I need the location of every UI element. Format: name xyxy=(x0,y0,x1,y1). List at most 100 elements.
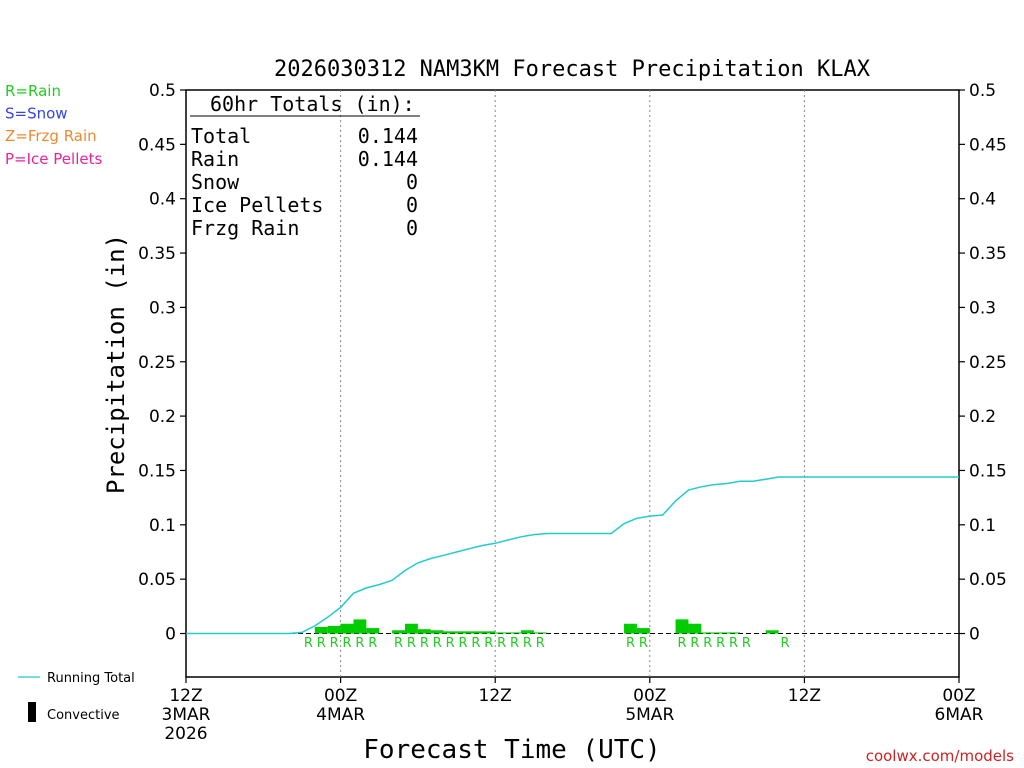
precip-type-legend: R=Rain S=Snow Z=Frzg Rain P=Ice Pellets xyxy=(5,82,102,168)
x-tick-label: 00Z xyxy=(324,686,357,706)
precip-type-label: R xyxy=(497,636,506,651)
precip-bar xyxy=(482,631,496,634)
precip-type-label: R xyxy=(471,636,480,651)
y-tick-label-right: 0.05 xyxy=(969,570,1007,590)
y-axis-ticks: 0 00.05 0.050.1 0.10.15 0.150.2 0.20.25 0.250.… xyxy=(138,81,1007,645)
precip-type-label: R xyxy=(433,636,442,651)
precip-bar xyxy=(327,625,341,634)
y-tick-label-right: 0.25 xyxy=(969,353,1007,373)
x-axis-label: Forecast Time (UTC) xyxy=(363,735,660,765)
precip-type-label: R xyxy=(407,636,416,651)
x-tick-label: 00Z xyxy=(942,686,975,706)
precip-bar xyxy=(366,628,380,634)
watermark: coolwx.com/models xyxy=(866,747,1014,765)
totals-heading: 60hr Totals (in): xyxy=(210,92,415,116)
precip-bar xyxy=(508,632,521,634)
totals-row-value: 0 xyxy=(406,193,418,217)
x-tick-date: 5MAR xyxy=(625,705,674,725)
precip-type-label: R xyxy=(677,636,686,651)
precip-bar xyxy=(533,632,547,634)
precip-type-label: R xyxy=(458,636,467,651)
y-tick-label-left: 0.3 xyxy=(149,298,176,318)
precip-type-label: R xyxy=(484,636,493,651)
precip-type-label: R xyxy=(729,636,738,651)
x-tick-date: 4MAR xyxy=(316,705,365,725)
x-tick-year: 2026 xyxy=(164,724,207,744)
precip-bar xyxy=(636,628,650,634)
totals-row-name: Snow xyxy=(191,170,240,194)
y-tick-label-left: 0.5 xyxy=(149,81,176,101)
totals-row-name: Frzg Rain xyxy=(191,216,299,240)
precip-type-label: R xyxy=(690,636,699,651)
precip-type-label: R xyxy=(523,636,532,651)
x-tick-label: 12Z xyxy=(788,686,821,706)
y-tick-label-right: 0.1 xyxy=(969,516,996,536)
precip-type-label: R xyxy=(716,636,725,651)
y-axis-label: Precipitation (in) xyxy=(102,234,130,494)
precip-bar xyxy=(417,629,431,634)
y-tick-label-left: 0.35 xyxy=(138,244,176,264)
precip-type-label: R xyxy=(626,636,635,651)
precip-type-label: R xyxy=(639,636,648,651)
y-tick-label-left: 0.4 xyxy=(149,190,176,210)
precip-bar xyxy=(314,626,328,634)
precip-bar xyxy=(340,623,354,634)
y-tick-label-right: 0.45 xyxy=(969,135,1007,155)
precip-type-legend-entry: P=Ice Pellets xyxy=(5,150,102,168)
x-tick-label: 12Z xyxy=(479,686,512,706)
y-tick-label-left: 0.25 xyxy=(138,353,176,373)
precip-bar xyxy=(727,632,740,634)
precip-bar xyxy=(520,630,534,634)
y-tick-label-right: 0.2 xyxy=(969,407,996,427)
totals-row-name: Total xyxy=(191,124,251,148)
precip-bar xyxy=(469,631,483,634)
y-tick-label-right: 0.4 xyxy=(969,190,996,210)
precip-type-legend-entry: R=Rain xyxy=(5,82,61,100)
y-tick-label-left: 0.15 xyxy=(138,461,176,481)
precip-type-label: R xyxy=(355,636,364,651)
precip-bar xyxy=(495,632,509,634)
y-tick-label-left: 0.2 xyxy=(149,407,176,427)
totals-row-name: Ice Pellets xyxy=(191,193,323,217)
precip-bar xyxy=(430,630,444,634)
totals-row-name: Rain xyxy=(191,147,239,171)
precip-bar xyxy=(624,623,637,634)
convective-legend-label: Convective xyxy=(47,708,120,723)
precip-bar xyxy=(675,619,689,634)
y-tick-label-right: 0.35 xyxy=(969,244,1007,264)
precip-type-label: R xyxy=(394,636,403,651)
totals-row-value: 0 xyxy=(406,170,418,194)
running-total-line xyxy=(186,476,959,635)
y-tick-label-left: 0.45 xyxy=(138,135,176,155)
y-tick-label-right: 0.15 xyxy=(969,461,1007,481)
running-total-legend-label: Running Total xyxy=(47,671,135,686)
precip-type-label: R xyxy=(703,636,712,651)
precip-type-legend-entry: Z=Frzg Rain xyxy=(5,127,97,145)
precip-bar xyxy=(405,623,418,634)
precip-type-label: R xyxy=(420,636,429,651)
precip-bar xyxy=(765,630,779,634)
totals-rows: Total 0.144 Rain 0.144 Snow 0 Ice Pellets 0 Frzg… xyxy=(191,124,418,240)
totals-box: 60hr Totals (in): Total 0.144 Rain 0.144 Sno… xyxy=(190,92,420,240)
running-total-series xyxy=(186,476,959,635)
precip-type-label: R xyxy=(742,636,751,651)
precip-type-legend-entry: S=Snow xyxy=(5,105,68,123)
y-tick-label-left: 0.1 xyxy=(149,516,176,536)
x-tick-date: 6MAR xyxy=(935,705,984,725)
totals-row-value: 0.144 xyxy=(358,147,418,171)
precip-type-label: R xyxy=(781,636,790,651)
totals-row-value: 0.144 xyxy=(358,124,418,148)
precip-bar xyxy=(392,630,406,634)
precip-bar xyxy=(443,631,457,634)
precip-type-label: R xyxy=(446,636,455,651)
precip-type-label: R xyxy=(330,636,339,651)
chart-title: 2026030312 NAM3KM Forecast Precipitation… xyxy=(274,57,871,82)
precip-bar xyxy=(701,632,715,634)
precip-type-label: R xyxy=(536,636,545,651)
y-tick-label-right: 0.3 xyxy=(969,298,996,318)
y-tick-label-left: 0 xyxy=(165,625,176,645)
totals-row-value: 0 xyxy=(406,216,418,240)
